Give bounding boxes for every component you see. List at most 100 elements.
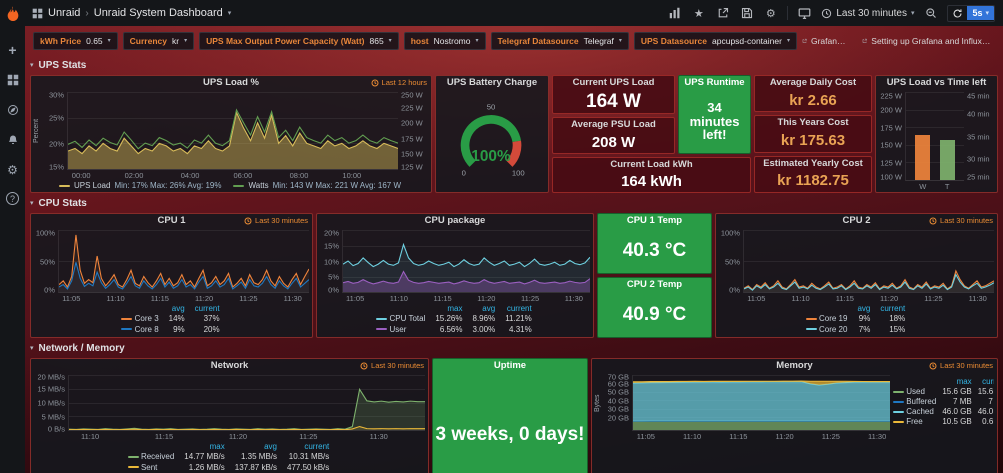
zoom-out-icon[interactable] bbox=[923, 6, 938, 21]
ytick: 0 B/s bbox=[47, 424, 65, 434]
load-vs-time-chart[interactable]: 225 W 200 W 175 W 150 W 125 W 100 W 45 min 40 m… bbox=[876, 90, 997, 192]
legend-row[interactable]: Received 14.77 MB/s 1.35 MB/s 10.31 MB/s bbox=[123, 452, 335, 463]
chevron-down-icon: ▾ bbox=[618, 38, 622, 44]
grid bbox=[69, 416, 425, 418]
link-grafana-plex-theme[interactable]: Grafana Plex Theme bbox=[802, 36, 850, 46]
axis-name: Bytes bbox=[594, 394, 601, 412]
stat-value: 3 weeks, 0 days! bbox=[435, 424, 585, 446]
configuration-gear-icon[interactable]: ⚙ bbox=[7, 162, 18, 177]
battery-gauge[interactable]: 0 50 100 100% bbox=[436, 90, 548, 192]
time-picker[interactable]: Last 30 minutes ▾ bbox=[821, 8, 914, 19]
xrow: 11:05 11:10 11:15 11:20 11:25 11:30 bbox=[318, 293, 590, 303]
breadcrumb-folder[interactable]: Unraid bbox=[48, 7, 81, 19]
navbar-actions: ★ ⚙ Last 30 minutes ▾ bbox=[667, 4, 1003, 22]
legend-row[interactable]: Core 20 7% 15% bbox=[801, 325, 911, 336]
star-icon[interactable]: ★ bbox=[693, 7, 704, 20]
legend-row[interactable]: Core 19 9% 18% bbox=[801, 314, 911, 325]
ytick: 50% bbox=[39, 257, 55, 266]
refresh-icon[interactable] bbox=[948, 6, 967, 21]
save-dashboard-icon[interactable] bbox=[739, 6, 754, 21]
stat-value: 164 kWh bbox=[621, 173, 682, 191]
panel-title: Average PSU Load bbox=[571, 119, 656, 130]
dashboard-settings-icon[interactable]: ⚙ bbox=[765, 7, 776, 20]
panel-average-daily-cost: Average Daily Cost kr 2.66 bbox=[754, 75, 872, 113]
svg-text:50: 50 bbox=[487, 103, 496, 112]
xtick: W bbox=[919, 182, 927, 191]
clock-icon bbox=[371, 79, 379, 86]
row-header-ups-stats[interactable]: ▾ UPS Stats bbox=[30, 58, 998, 72]
clock-icon bbox=[929, 362, 937, 369]
xtick: 11:15 bbox=[433, 294, 452, 303]
ytick: 10% bbox=[323, 257, 339, 266]
xtick: 11:30 bbox=[283, 294, 302, 303]
ytick: 20 GB bbox=[607, 413, 629, 423]
legend-row[interactable]: CPU Total 15.26% 8.96% 11.21% bbox=[371, 314, 536, 325]
ytick: 20% bbox=[48, 139, 64, 149]
external-link-icon bbox=[802, 38, 807, 43]
cpu-package-chart[interactable]: 20% 15% 10% 5% 0% 11:05 11:10 11:15 11:20 11:25 11… bbox=[317, 228, 593, 337]
memory-chart[interactable]: Bytes 70 GB 60 GB 50 GB 40 GB 30 GB 20 GB max cu… bbox=[592, 373, 997, 442]
breadcrumb-title[interactable]: Unraid System Dashboard bbox=[93, 7, 223, 19]
panel-cpu-package: CPU package 20% 15% 10% 5% 0% 11:05 11:10 11:15… bbox=[316, 213, 594, 338]
row-title: Network / Memory bbox=[38, 342, 125, 354]
create-plus-icon[interactable]: + bbox=[8, 41, 17, 58]
xsp bbox=[990, 293, 994, 303]
variable-telegraf-datasource[interactable]: Telegraf Datasource Telegraf ▾ bbox=[490, 32, 629, 50]
svg-text:100: 100 bbox=[512, 169, 525, 178]
refresh-interval-chip[interactable]: 5s ▾ bbox=[967, 6, 994, 20]
xsp bbox=[964, 181, 994, 191]
network-chart[interactable]: 20 MB/s 15 MB/s 10 MB/s 5 MB/s 0 B/s 11:10 11:… bbox=[31, 373, 428, 473]
variable-host[interactable]: host Nostromo ▾ bbox=[403, 32, 486, 50]
help-icon[interactable]: ? bbox=[6, 192, 19, 205]
row-header-cpu-stats[interactable]: ▾ CPU Stats bbox=[30, 196, 998, 210]
legend-row[interactable]: Core 8 9% 20% bbox=[116, 325, 224, 336]
legend-row[interactable]: Sent 1.26 MB/s 137.87 kB/s 477.50 kB/s bbox=[123, 463, 335, 473]
panel-title: CPU 2 bbox=[842, 215, 871, 226]
share-icon[interactable] bbox=[715, 6, 730, 21]
ytick: 125 W bbox=[880, 158, 902, 168]
xtick: 02:00 bbox=[124, 171, 144, 180]
stat-body: 164 W bbox=[553, 90, 674, 113]
refresh-picker[interactable]: 5s ▾ bbox=[947, 4, 995, 22]
xtick: 11:10 bbox=[683, 432, 702, 441]
legend: max avg current CPU Total 15.26% 8.96% 11.21%… bbox=[318, 303, 590, 336]
leg-item[interactable]: Watts Min: 143 W Max: 221 W Avg: 167 W bbox=[233, 181, 401, 190]
plot bbox=[68, 375, 425, 431]
variable-ups-max-output[interactable]: UPS Max Output Power Capacity (Watt) 865… bbox=[199, 32, 399, 50]
cycle-view-tv-icon[interactable] bbox=[797, 6, 812, 21]
ups-load-chart[interactable]: Percent 30% 25% 20% 15% 250 W 225 W 200 W 175 W 1… bbox=[31, 90, 431, 192]
leg-item[interactable]: UPS Load Min: 17% Max: 26% Avg: 19% bbox=[58, 181, 221, 190]
stat-value: 40.3 °C bbox=[622, 239, 687, 261]
variable-currency[interactable]: Currency kr ▾ bbox=[122, 32, 195, 50]
add-panel-icon[interactable] bbox=[667, 6, 682, 21]
grid bbox=[68, 92, 398, 93]
breadcrumb[interactable]: Unraid › Unraid System Dashboard ▾ bbox=[26, 7, 237, 19]
alerting-bell-icon[interactable] bbox=[5, 132, 20, 147]
variable-kwh-price[interactable]: kWh Price 0.65 ▾ bbox=[33, 32, 118, 50]
ytick: 60 GB bbox=[607, 379, 629, 389]
ch-main: 20 MB/s 15 MB/s 10 MB/s 5 MB/s 0 B/s bbox=[32, 373, 425, 434]
dashboards-icon[interactable] bbox=[5, 72, 20, 87]
leg-name: UPS Load bbox=[73, 181, 111, 190]
clock-icon bbox=[929, 217, 937, 224]
chevron-down-icon: ▾ bbox=[786, 38, 790, 44]
cpu1-chart[interactable]: 100% 50% 0% 11:05 11:10 11:15 11:20 11:25 11:30 a… bbox=[31, 228, 312, 337]
legend-row[interactable]: User 6.56% 3.00% 4.31% bbox=[371, 325, 536, 336]
yticks: 70 GB 60 GB 50 GB 40 GB 30 GB 20 GB bbox=[602, 373, 632, 431]
link-ups-monitoring-guide[interactable]: Setting up Grafana and InfluxDB for UPS … bbox=[862, 36, 995, 46]
grafana-logo[interactable] bbox=[0, 0, 26, 26]
legend-row[interactable]: Core 3 14% 37% bbox=[116, 314, 224, 325]
plot bbox=[67, 92, 398, 170]
xtick: 11:10 bbox=[106, 294, 125, 303]
ytick: 5% bbox=[328, 272, 339, 282]
cpu2-chart[interactable]: 100% 50% 0% 11:05 11:10 11:15 11:20 11:25 11:30 a… bbox=[716, 228, 997, 337]
explore-compass-icon[interactable] bbox=[5, 102, 20, 117]
row-header-network-memory[interactable]: ▾ Network / Memory bbox=[30, 341, 998, 355]
variable-ups-datasource[interactable]: UPS Datasource apcupsd-container ▾ bbox=[633, 32, 797, 50]
